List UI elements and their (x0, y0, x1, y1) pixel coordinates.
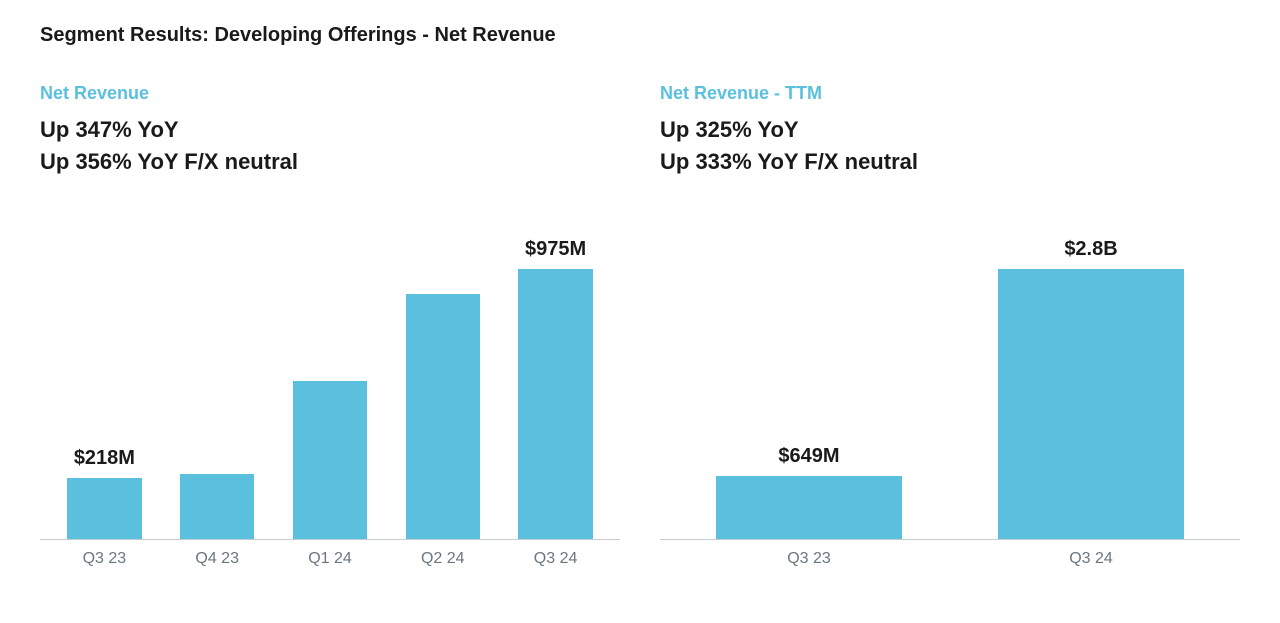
right-xaxis: Q3 23Q3 24 (660, 540, 1240, 568)
xaxis-label: Q1 24 (274, 550, 387, 568)
bar-rect (518, 269, 592, 539)
xaxis-label: Q2 24 (386, 550, 499, 568)
bar-slot (274, 238, 387, 539)
bar-slot (161, 238, 274, 539)
bar-rect (406, 294, 480, 539)
bar-value-label: $2.8B (1064, 238, 1117, 261)
left-metric-1: Up 347% YoY (40, 114, 620, 146)
bar-value-label: $218M (74, 447, 135, 470)
right-chart-area: $649M$2.8B Q3 23Q3 24 (660, 238, 1240, 558)
xaxis-label: Q3 23 (48, 550, 161, 568)
right-metric-2: Up 333% YoY F/X neutral (660, 146, 1240, 178)
xaxis-label: Q3 24 (950, 550, 1232, 568)
right-bars-region: $649M $2.8B (660, 238, 1240, 540)
bar-slot: $2.8B (950, 238, 1232, 539)
xaxis-label: Q3 23 (668, 550, 950, 568)
bar-rect (716, 476, 902, 539)
bar-slot: $218M (48, 238, 161, 539)
charts-row: Net Revenue Up 347% YoY Up 356% YoY F/X … (40, 83, 1240, 558)
right-subtitle: Net Revenue - TTM (660, 83, 1240, 104)
left-metric-2: Up 356% YoY F/X neutral (40, 146, 620, 178)
bar-rect (180, 474, 254, 539)
bar-rect (998, 269, 1184, 539)
bar-rect (293, 381, 367, 539)
right-metric-1: Up 325% YoY (660, 114, 1240, 146)
right-chart-panel: Net Revenue - TTM Up 325% YoY Up 333% Yo… (660, 83, 1240, 558)
xaxis-label: Q4 23 (161, 550, 274, 568)
bar-value-label: $975M (525, 238, 586, 261)
xaxis-label: Q3 24 (499, 550, 612, 568)
bar-slot (386, 238, 499, 539)
left-chart-area: $218M$975M Q3 23Q4 23Q1 24Q2 24Q3 24 (40, 238, 620, 558)
left-chart-panel: Net Revenue Up 347% YoY Up 356% YoY F/X … (40, 83, 620, 558)
left-xaxis: Q3 23Q4 23Q1 24Q2 24Q3 24 (40, 540, 620, 568)
bar-slot: $975M (499, 238, 612, 539)
left-bars-region: $218M $975M (40, 238, 620, 540)
page-title: Segment Results: Developing Offerings - … (40, 24, 1240, 47)
bar-value-label: $649M (778, 445, 839, 468)
bar-slot: $649M (668, 238, 950, 539)
left-subtitle: Net Revenue (40, 83, 620, 104)
bar-rect (67, 478, 141, 538)
